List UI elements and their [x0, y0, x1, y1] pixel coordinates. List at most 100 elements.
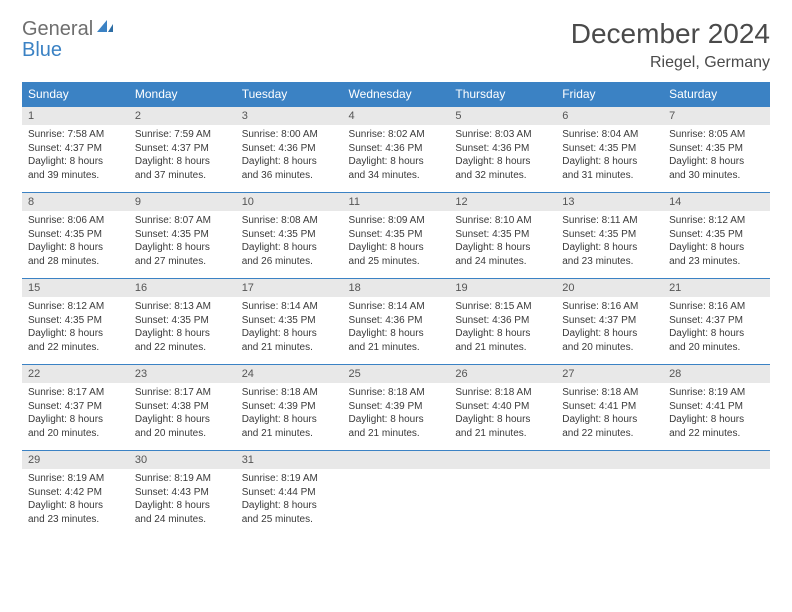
day-d2: and 22 minutes.	[135, 341, 230, 355]
day-d1: Daylight: 8 hours	[242, 413, 337, 427]
day-d2: and 37 minutes.	[135, 169, 230, 183]
day-number: 21	[663, 279, 770, 297]
day-sr: Sunrise: 8:07 AM	[135, 214, 230, 228]
calendar-week-row: 15Sunrise: 8:12 AMSunset: 4:35 PMDayligh…	[22, 279, 770, 365]
day-number: 16	[129, 279, 236, 297]
day-body	[343, 469, 450, 477]
day-number: 14	[663, 193, 770, 211]
day-sr: Sunrise: 8:13 AM	[135, 300, 230, 314]
day-body: Sunrise: 7:58 AMSunset: 4:37 PMDaylight:…	[22, 125, 129, 187]
calendar-day-cell	[343, 451, 450, 537]
location-label: Riegel, Germany	[571, 54, 770, 72]
day-d2: and 22 minutes.	[562, 427, 657, 441]
day-ss: Sunset: 4:36 PM	[349, 314, 444, 328]
day-number: 8	[22, 193, 129, 211]
day-d2: and 21 minutes.	[455, 341, 550, 355]
calendar-day-cell: 9Sunrise: 8:07 AMSunset: 4:35 PMDaylight…	[129, 193, 236, 279]
day-sr: Sunrise: 8:19 AM	[135, 472, 230, 486]
day-sr: Sunrise: 8:06 AM	[28, 214, 123, 228]
day-number	[449, 451, 556, 469]
calendar-week-row: 8Sunrise: 8:06 AMSunset: 4:35 PMDaylight…	[22, 193, 770, 279]
day-ss: Sunset: 4:35 PM	[28, 228, 123, 242]
day-ss: Sunset: 4:42 PM	[28, 486, 123, 500]
day-d1: Daylight: 8 hours	[669, 327, 764, 341]
day-body: Sunrise: 8:17 AMSunset: 4:38 PMDaylight:…	[129, 383, 236, 445]
day-d1: Daylight: 8 hours	[349, 155, 444, 169]
day-d1: Daylight: 8 hours	[455, 413, 550, 427]
day-number: 24	[236, 365, 343, 383]
day-number: 19	[449, 279, 556, 297]
day-d2: and 22 minutes.	[669, 427, 764, 441]
calendar-day-cell: 5Sunrise: 8:03 AMSunset: 4:36 PMDaylight…	[449, 107, 556, 193]
day-ss: Sunset: 4:35 PM	[562, 142, 657, 156]
day-d2: and 39 minutes.	[28, 169, 123, 183]
day-sr: Sunrise: 8:17 AM	[135, 386, 230, 400]
day-ss: Sunset: 4:37 PM	[562, 314, 657, 328]
calendar-day-cell: 12Sunrise: 8:10 AMSunset: 4:35 PMDayligh…	[449, 193, 556, 279]
day-body: Sunrise: 8:18 AMSunset: 4:39 PMDaylight:…	[236, 383, 343, 445]
calendar-day-cell: 29Sunrise: 8:19 AMSunset: 4:42 PMDayligh…	[22, 451, 129, 537]
calendar-day-cell	[449, 451, 556, 537]
day-sr: Sunrise: 7:59 AM	[135, 128, 230, 142]
calendar-table: Sunday Monday Tuesday Wednesday Thursday…	[22, 82, 770, 537]
day-d2: and 21 minutes.	[349, 427, 444, 441]
day-number: 18	[343, 279, 450, 297]
day-sr: Sunrise: 8:17 AM	[28, 386, 123, 400]
day-ss: Sunset: 4:41 PM	[562, 400, 657, 414]
day-d1: Daylight: 8 hours	[28, 327, 123, 341]
day-body: Sunrise: 8:19 AMSunset: 4:42 PMDaylight:…	[22, 469, 129, 531]
day-body	[663, 469, 770, 477]
day-ss: Sunset: 4:35 PM	[562, 228, 657, 242]
day-sr: Sunrise: 8:11 AM	[562, 214, 657, 228]
day-ss: Sunset: 4:36 PM	[455, 314, 550, 328]
day-d1: Daylight: 8 hours	[669, 413, 764, 427]
day-d2: and 20 minutes.	[669, 341, 764, 355]
day-body: Sunrise: 8:14 AMSunset: 4:35 PMDaylight:…	[236, 297, 343, 359]
day-sr: Sunrise: 8:12 AM	[28, 300, 123, 314]
day-d2: and 21 minutes.	[349, 341, 444, 355]
day-number: 25	[343, 365, 450, 383]
day-body: Sunrise: 8:19 AMSunset: 4:41 PMDaylight:…	[663, 383, 770, 445]
calendar-day-cell: 4Sunrise: 8:02 AMSunset: 4:36 PMDaylight…	[343, 107, 450, 193]
day-d1: Daylight: 8 hours	[135, 327, 230, 341]
day-body: Sunrise: 8:16 AMSunset: 4:37 PMDaylight:…	[663, 297, 770, 359]
sail-icon	[95, 18, 115, 39]
day-body: Sunrise: 8:07 AMSunset: 4:35 PMDaylight:…	[129, 211, 236, 273]
day-sr: Sunrise: 8:18 AM	[455, 386, 550, 400]
day-d2: and 20 minutes.	[562, 341, 657, 355]
brand-logo: General Blue	[22, 18, 115, 62]
day-ss: Sunset: 4:44 PM	[242, 486, 337, 500]
calendar-day-cell: 25Sunrise: 8:18 AMSunset: 4:39 PMDayligh…	[343, 365, 450, 451]
weekday-header: Thursday	[449, 82, 556, 107]
day-number: 1	[22, 107, 129, 125]
day-body: Sunrise: 8:10 AMSunset: 4:35 PMDaylight:…	[449, 211, 556, 273]
day-d1: Daylight: 8 hours	[135, 241, 230, 255]
day-number: 28	[663, 365, 770, 383]
day-body: Sunrise: 8:06 AMSunset: 4:35 PMDaylight:…	[22, 211, 129, 273]
day-body: Sunrise: 8:18 AMSunset: 4:41 PMDaylight:…	[556, 383, 663, 445]
day-d2: and 27 minutes.	[135, 255, 230, 269]
day-d2: and 34 minutes.	[349, 169, 444, 183]
day-sr: Sunrise: 8:02 AM	[349, 128, 444, 142]
day-body: Sunrise: 8:12 AMSunset: 4:35 PMDaylight:…	[22, 297, 129, 359]
day-number: 7	[663, 107, 770, 125]
day-ss: Sunset: 4:37 PM	[669, 314, 764, 328]
day-body: Sunrise: 8:03 AMSunset: 4:36 PMDaylight:…	[449, 125, 556, 187]
calendar-week-row: 29Sunrise: 8:19 AMSunset: 4:42 PMDayligh…	[22, 451, 770, 537]
calendar-day-cell: 7Sunrise: 8:05 AMSunset: 4:35 PMDaylight…	[663, 107, 770, 193]
day-d1: Daylight: 8 hours	[562, 327, 657, 341]
day-d2: and 20 minutes.	[135, 427, 230, 441]
calendar-day-cell: 22Sunrise: 8:17 AMSunset: 4:37 PMDayligh…	[22, 365, 129, 451]
day-ss: Sunset: 4:36 PM	[349, 142, 444, 156]
day-ss: Sunset: 4:35 PM	[669, 142, 764, 156]
calendar-day-cell: 15Sunrise: 8:12 AMSunset: 4:35 PMDayligh…	[22, 279, 129, 365]
day-ss: Sunset: 4:41 PM	[669, 400, 764, 414]
day-ss: Sunset: 4:40 PM	[455, 400, 550, 414]
day-ss: Sunset: 4:38 PM	[135, 400, 230, 414]
calendar-day-cell: 1Sunrise: 7:58 AMSunset: 4:37 PMDaylight…	[22, 107, 129, 193]
day-body	[556, 469, 663, 477]
calendar-week-row: 22Sunrise: 8:17 AMSunset: 4:37 PMDayligh…	[22, 365, 770, 451]
day-ss: Sunset: 4:37 PM	[135, 142, 230, 156]
day-ss: Sunset: 4:36 PM	[242, 142, 337, 156]
day-d1: Daylight: 8 hours	[242, 327, 337, 341]
